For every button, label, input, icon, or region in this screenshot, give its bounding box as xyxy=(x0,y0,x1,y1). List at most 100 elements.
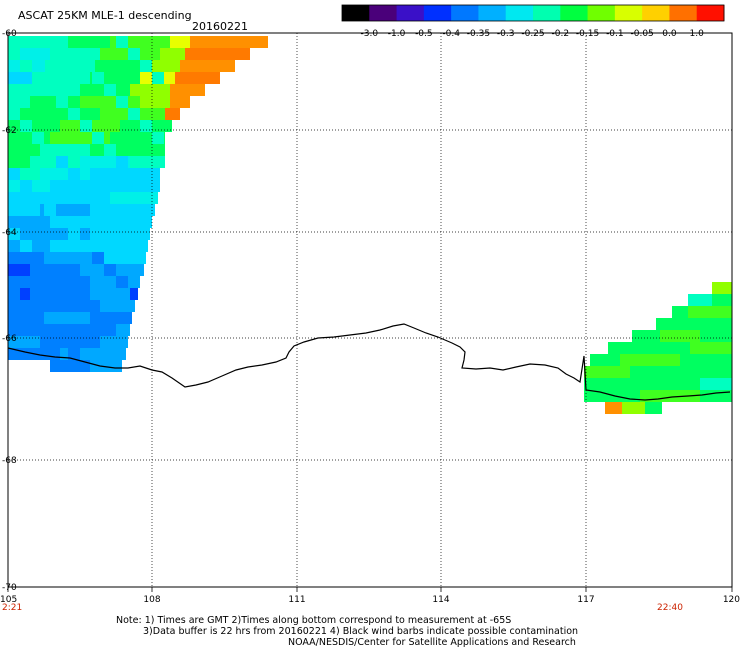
swath-cell xyxy=(700,330,732,342)
swath-cell xyxy=(8,288,20,300)
swath-cell xyxy=(92,72,104,84)
swath-cell xyxy=(68,48,80,60)
swath-cell xyxy=(630,366,690,378)
swath-cell xyxy=(90,360,122,372)
swath-cell xyxy=(130,288,138,300)
colorbar-label: -3.0 xyxy=(361,29,379,39)
swath-cell xyxy=(68,168,80,180)
swath-cell xyxy=(40,228,90,240)
swath-cell xyxy=(104,84,116,96)
colorbar-swatch xyxy=(533,5,561,21)
swath-cell xyxy=(152,72,164,84)
swath-cell xyxy=(8,156,30,168)
swath-cell xyxy=(140,120,152,132)
swath-cell xyxy=(116,216,128,228)
swath-cell xyxy=(80,96,140,108)
note-line-2: 3)Data buffer is 22 hrs from 20160221 4)… xyxy=(143,626,579,637)
swath-cell xyxy=(90,168,160,180)
swath-cell xyxy=(130,144,165,156)
colorbar: -3.0 -1.0 -0.5 -0.4 -0.35 -0.3 -0.25 -0.2 -0.15-… xyxy=(341,4,725,39)
swath-cell xyxy=(688,294,712,306)
swath-cell xyxy=(632,330,660,342)
swath-cell xyxy=(68,108,80,120)
colorbar-swatch xyxy=(669,5,698,21)
colorbar-label: 1.0 xyxy=(690,29,705,39)
swath-cell xyxy=(116,96,128,108)
swath-cell xyxy=(30,288,90,300)
swath-cell xyxy=(20,300,32,312)
swath-cell xyxy=(44,204,56,216)
swath-cell xyxy=(40,72,90,84)
swath-cell xyxy=(44,84,56,96)
swath-cell xyxy=(8,228,20,240)
swath-cell xyxy=(170,36,190,48)
x-tick-label: 114 xyxy=(432,595,449,605)
swath-cell xyxy=(688,318,732,330)
swath-cell xyxy=(128,48,140,60)
swath-cell xyxy=(60,36,110,48)
swath-cell xyxy=(8,264,30,276)
swath-cell xyxy=(140,96,170,108)
swath-cell xyxy=(680,354,732,366)
note-line-1: Note: 1) Times are GMT 2)Times along bot… xyxy=(116,615,512,626)
swath-cell xyxy=(175,72,220,84)
swath-cell xyxy=(605,402,622,414)
colorbar-label: -0.5 xyxy=(415,29,433,39)
grid-lines xyxy=(8,33,732,587)
swath-cell xyxy=(8,84,35,96)
swath-cell xyxy=(56,36,68,48)
colorbar-swatch xyxy=(614,5,643,21)
swath-cell xyxy=(30,156,80,168)
colorbar-label: -0.3 xyxy=(497,29,515,39)
swath-cell xyxy=(660,330,700,342)
swath-cell xyxy=(30,96,80,108)
swath-cell xyxy=(116,36,128,48)
x-tick-label: 117 xyxy=(577,595,594,605)
y-tick-label: -70 xyxy=(2,583,17,593)
colorbar-frame xyxy=(341,4,725,22)
swath-cell xyxy=(80,300,92,312)
swath-cell xyxy=(130,156,165,168)
colorbar-label: -1.0 xyxy=(388,29,406,39)
swath-cell xyxy=(150,60,180,72)
swath-cell xyxy=(50,324,110,336)
swath-cell xyxy=(32,72,44,84)
colorbar-swatch xyxy=(587,5,616,21)
swath-cell xyxy=(128,168,140,180)
swath-cell xyxy=(90,204,155,216)
longitude-axis: 105 108 111 114 117 120 xyxy=(0,587,740,605)
colorbar-label: -0.15 xyxy=(576,29,599,39)
swath-cell xyxy=(92,132,104,144)
swath-cell xyxy=(700,378,732,390)
colorbar-label: -0.35 xyxy=(467,29,490,39)
swath-cell xyxy=(712,282,732,294)
swath-cell xyxy=(92,192,104,204)
antarctic-coastline xyxy=(7,323,731,401)
swath-cell xyxy=(656,318,688,330)
scatterometer-swath xyxy=(8,36,732,414)
swath-cell xyxy=(32,252,44,264)
latitude-axis: -60 -62 -64 -66 -68 -70 xyxy=(2,29,17,593)
swath-cell xyxy=(8,204,40,216)
swath-cell xyxy=(50,300,100,312)
swath-cell xyxy=(104,144,116,156)
swath-cell xyxy=(590,354,620,366)
swath-cell xyxy=(8,216,50,228)
swath-cell xyxy=(8,48,20,60)
swath-cell xyxy=(80,240,92,252)
swath-cell xyxy=(50,180,100,192)
swath-cell xyxy=(32,312,44,324)
swath-cell xyxy=(584,366,630,378)
swath-cell xyxy=(100,300,135,312)
colorbar-label: -0.05 xyxy=(630,29,653,39)
swath-cell xyxy=(622,402,645,414)
swath-cell xyxy=(640,342,690,354)
swath-cell xyxy=(90,228,150,240)
y-tick-label: -62 xyxy=(2,126,17,136)
swath-cell xyxy=(165,108,180,120)
swath-cell xyxy=(170,84,205,96)
swath-cell xyxy=(20,240,32,252)
swath-cell xyxy=(8,336,40,348)
swath-cell xyxy=(56,216,68,228)
